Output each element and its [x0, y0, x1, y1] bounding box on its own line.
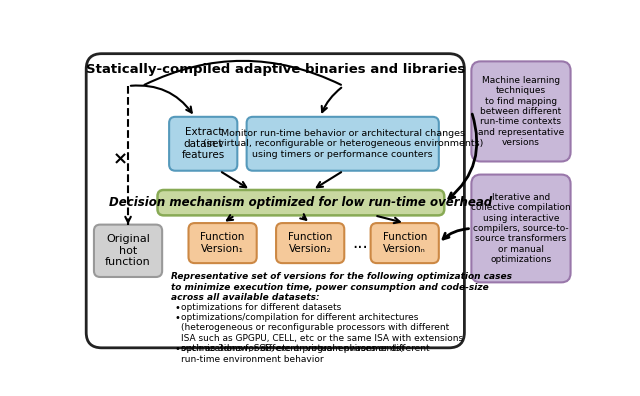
Text: ×: ×	[113, 150, 128, 168]
Text: Iterative and
collective compilation
using interactive
compilers, source-to-
sou: Iterative and collective compilation usi…	[471, 193, 571, 264]
FancyBboxPatch shape	[86, 54, 465, 348]
FancyBboxPatch shape	[157, 190, 444, 215]
Text: Representative set of versions for the following optimization cases
to minimize : Representative set of versions for the f…	[172, 272, 513, 302]
Text: Function
Version₂: Function Version₂	[288, 232, 332, 254]
Text: ...: ...	[353, 234, 369, 252]
Text: Decision mechanism optimized for low run-time overhead: Decision mechanism optimized for low run…	[109, 196, 492, 209]
FancyBboxPatch shape	[169, 117, 237, 171]
Text: •: •	[175, 303, 180, 313]
FancyBboxPatch shape	[472, 61, 571, 162]
FancyBboxPatch shape	[276, 223, 344, 263]
Text: Original
hot
function: Original hot function	[105, 234, 151, 267]
FancyBboxPatch shape	[189, 223, 257, 263]
Text: Extract
dataset
features: Extract dataset features	[182, 127, 225, 160]
Text: Function
Version₁: Function Version₁	[200, 232, 244, 254]
FancyBboxPatch shape	[371, 223, 439, 263]
Text: optimizations for different program phases or different
run-time environment beh: optimizations for different program phas…	[180, 345, 429, 364]
Text: Machine learning
techniques
to find mapping
between different
run-time contexts
: Machine learning techniques to find mapp…	[478, 76, 564, 147]
Text: •: •	[175, 345, 180, 354]
Text: Statically-compiled adaptive binaries and libraries: Statically-compiled adaptive binaries an…	[86, 63, 465, 76]
FancyBboxPatch shape	[246, 117, 439, 171]
Text: Monitor run-time behavior or architectural changes
(in virtual, reconfigurable o: Monitor run-time behavior or architectur…	[202, 129, 483, 159]
FancyBboxPatch shape	[472, 175, 571, 282]
Text: •: •	[175, 313, 180, 323]
FancyBboxPatch shape	[94, 225, 162, 277]
Text: optimizations/compilation for different architectures
(heterogeneous or reconfig: optimizations/compilation for different …	[180, 313, 463, 353]
Text: optimizations for different datasets: optimizations for different datasets	[180, 303, 341, 312]
Text: Function
Versionₙ: Function Versionₙ	[383, 232, 427, 254]
